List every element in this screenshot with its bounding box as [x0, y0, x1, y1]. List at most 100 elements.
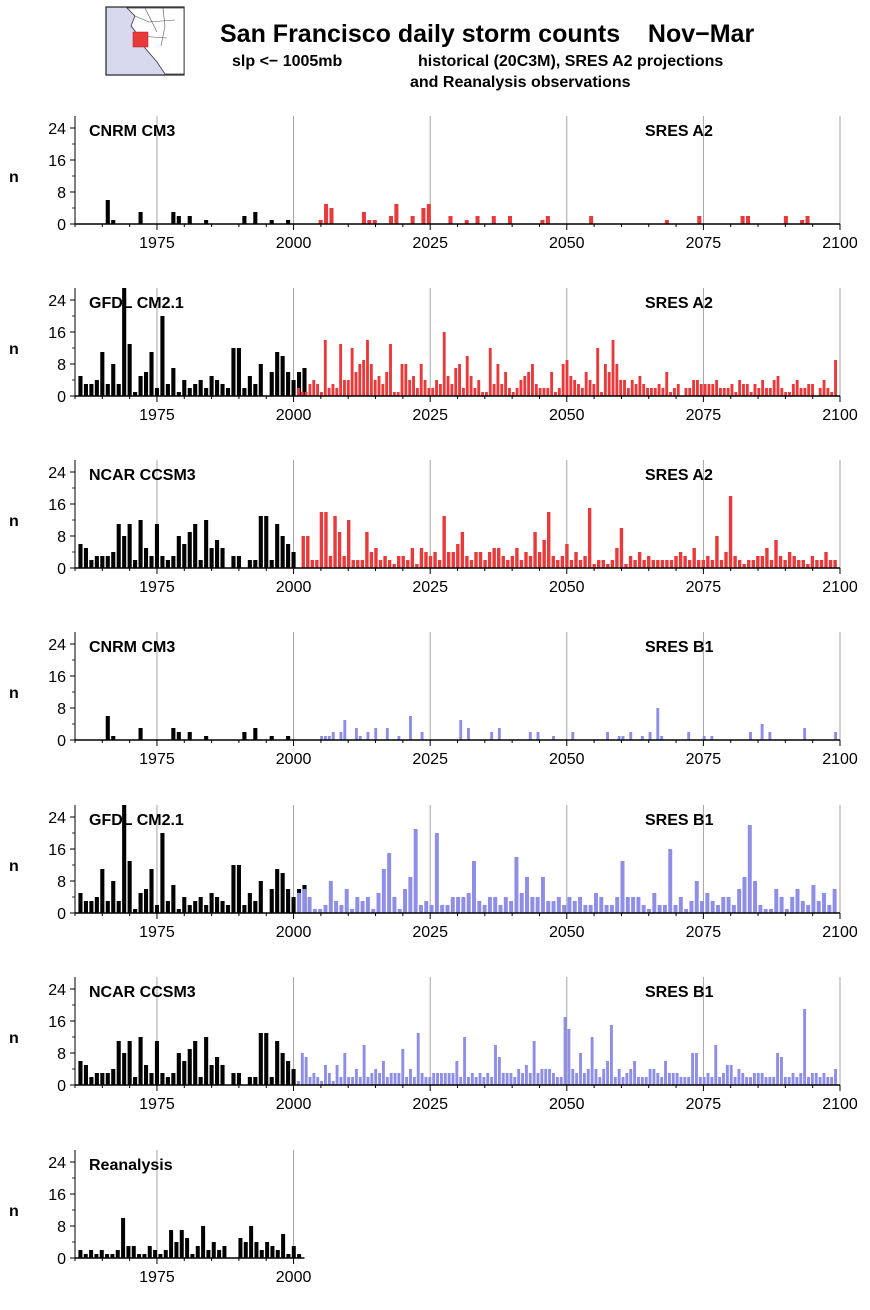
- bar: [577, 384, 580, 396]
- bar: [111, 1069, 116, 1085]
- bar: [138, 212, 143, 224]
- bar: [478, 1073, 482, 1085]
- bar: [231, 556, 236, 568]
- y-tick-label: 16: [48, 153, 66, 170]
- bar: [366, 1077, 370, 1085]
- bar: [327, 1073, 331, 1085]
- bar: [620, 861, 625, 913]
- bar: [424, 552, 428, 568]
- bar: [450, 384, 454, 396]
- bar: [810, 1073, 814, 1085]
- bar: [247, 376, 252, 396]
- bar: [569, 560, 574, 568]
- bar: [253, 1077, 258, 1085]
- bar: [149, 869, 154, 913]
- bar: [94, 1073, 99, 1085]
- bar: [310, 560, 315, 568]
- bar: [706, 556, 710, 568]
- bar: [818, 1077, 822, 1085]
- bar: [652, 1069, 656, 1085]
- bar: [89, 901, 94, 913]
- bar: [358, 736, 362, 740]
- bar: [215, 380, 220, 396]
- bar: [465, 356, 469, 396]
- bar: [726, 897, 731, 913]
- bar: [258, 881, 263, 913]
- bar: [154, 388, 160, 396]
- bar: [220, 1065, 225, 1085]
- bar: [598, 1077, 602, 1085]
- bar: [204, 905, 209, 913]
- bar: [679, 1077, 683, 1085]
- bar: [601, 560, 605, 568]
- bar: [275, 352, 280, 396]
- bar: [300, 392, 304, 396]
- bar: [459, 720, 463, 740]
- bar: [342, 556, 346, 568]
- bar: [403, 889, 408, 913]
- bar: [687, 732, 691, 740]
- bar: [165, 560, 170, 568]
- bar: [259, 1250, 264, 1258]
- bar: [795, 889, 800, 913]
- bar: [715, 380, 719, 396]
- bar: [269, 560, 274, 568]
- bar: [628, 556, 633, 568]
- y-tick-label: 24: [48, 465, 66, 482]
- bar: [397, 1073, 401, 1085]
- bar: [657, 905, 662, 913]
- bar: [528, 732, 532, 740]
- bar: [421, 208, 426, 224]
- bar: [456, 897, 461, 913]
- bar: [116, 901, 121, 913]
- bar: [718, 1077, 722, 1085]
- bar: [610, 560, 615, 568]
- x-tick-label: 2025: [412, 407, 448, 424]
- x-tick-label: 2000: [276, 235, 312, 252]
- bar: [198, 560, 203, 568]
- bar: [469, 560, 474, 568]
- bar: [347, 1077, 351, 1085]
- x-tick-label: 2000: [276, 1269, 312, 1286]
- bar: [776, 376, 780, 396]
- bar: [374, 728, 378, 740]
- y-tick-label: 0: [57, 733, 66, 750]
- bar: [121, 1218, 126, 1258]
- x-tick-label: 2025: [412, 579, 448, 596]
- bar: [286, 1061, 291, 1085]
- bar: [784, 909, 789, 913]
- bar: [482, 1077, 486, 1085]
- bar: [389, 1073, 393, 1085]
- bar: [513, 1077, 517, 1085]
- bar: [324, 512, 328, 568]
- bar: [331, 1081, 335, 1085]
- bar: [435, 380, 438, 396]
- bar: [818, 388, 822, 396]
- bar: [807, 1077, 810, 1085]
- bar: [392, 897, 397, 913]
- bar: [730, 384, 734, 396]
- bar: [741, 1073, 745, 1085]
- bar: [198, 380, 203, 396]
- bar: [105, 901, 110, 913]
- bar: [291, 1069, 296, 1085]
- bar: [418, 905, 423, 913]
- bar: [307, 897, 312, 913]
- bar: [640, 736, 644, 740]
- bar: [243, 1242, 248, 1258]
- bar: [473, 388, 477, 396]
- bar: [296, 388, 300, 396]
- bar: [519, 380, 523, 396]
- bar: [557, 388, 561, 396]
- bar: [758, 905, 763, 913]
- bar: [537, 552, 542, 568]
- bar: [811, 384, 814, 396]
- bar: [633, 1061, 637, 1085]
- bar: [360, 901, 365, 913]
- bar: [83, 901, 88, 913]
- bar: [592, 564, 596, 568]
- bar: [127, 344, 132, 396]
- bar: [494, 1045, 497, 1085]
- bar: [335, 388, 339, 396]
- bar: [745, 384, 749, 396]
